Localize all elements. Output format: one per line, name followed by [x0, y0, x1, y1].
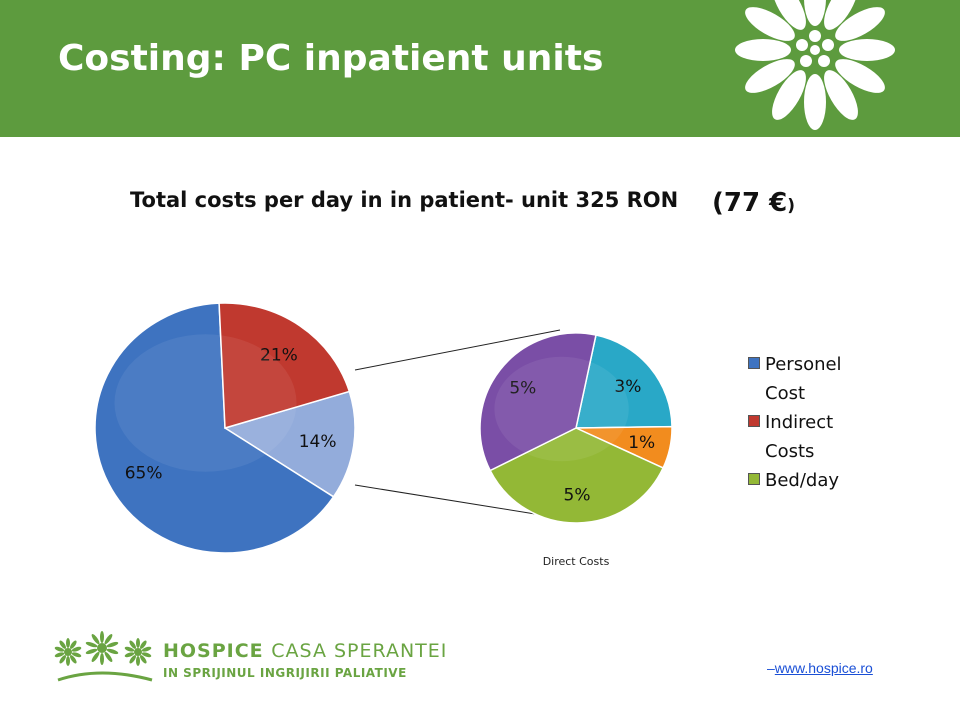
pie-slice-label: 65% [125, 463, 163, 483]
connector-line [354, 329, 561, 371]
legend-swatch [748, 415, 760, 427]
pie-slice [218, 302, 351, 429]
pie-highlight [114, 334, 297, 472]
legend-label: Indirect [765, 412, 834, 433]
pie-slice [489, 427, 665, 524]
pie-highlight [494, 356, 629, 462]
url-prefix: – [767, 660, 775, 676]
pie-slice [575, 334, 673, 429]
pie-slice-label: 5% [509, 378, 536, 398]
legend-label: Costs [765, 441, 815, 462]
website-link[interactable]: www.hospice.ro [774, 660, 873, 676]
pie-slice [479, 332, 597, 472]
legend-item-bed: Bed/day [748, 466, 895, 495]
pie-slice-label: 21% [260, 345, 298, 365]
brand-tagline: IN SPRIJINUL INGRIJIRII PALIATIVE [163, 666, 407, 680]
slide-title: Costing: PC inpatient units [58, 38, 604, 79]
connector-line [354, 484, 561, 519]
legend: Personel Cost Indirect Costs Bed/day [748, 350, 895, 495]
legend-label: Cost [765, 383, 806, 404]
legend-item-indirect: Indirect Costs [748, 408, 895, 466]
pie-slice-label: 3% [614, 377, 641, 397]
pie-chart-1: 3% 1% 5% 5% Direct Costs [479, 332, 673, 568]
euro-total-value: (77 € [712, 188, 788, 218]
slide-header: Costing: PC inpatient units [0, 0, 960, 137]
pie-chart-0: 14% 65% 21% [94, 302, 356, 554]
chart-subtitle: Total costs per day in in patient- unit … [130, 188, 679, 212]
flower-icon [735, 0, 895, 130]
brand-light: CASA SPERANTEI [271, 640, 448, 662]
pie-slice-label: 5% [564, 485, 591, 505]
legend-label: Bed/day [765, 470, 840, 491]
pie-slice [94, 302, 335, 554]
legend-swatch [748, 357, 760, 369]
pie-slice [223, 390, 356, 498]
legend-item-personel: Personel Cost [748, 350, 895, 408]
brand-name: HOSPICE CASA SPERANTEI [163, 640, 447, 662]
pie-slice-label: 14% [299, 432, 337, 452]
legend-swatch [748, 473, 760, 485]
brand-bold: HOSPICE [163, 640, 264, 662]
flower-logo-icon [54, 630, 153, 682]
legend-label: Personel [765, 354, 842, 375]
website-link-wrap: –www.hospice.ro [767, 660, 873, 676]
pie-title: Direct Costs [543, 555, 610, 568]
euro-total: (77 €) [712, 188, 795, 218]
pie-slice-label: 1% [628, 433, 655, 453]
euro-total-paren: ) [787, 196, 795, 216]
